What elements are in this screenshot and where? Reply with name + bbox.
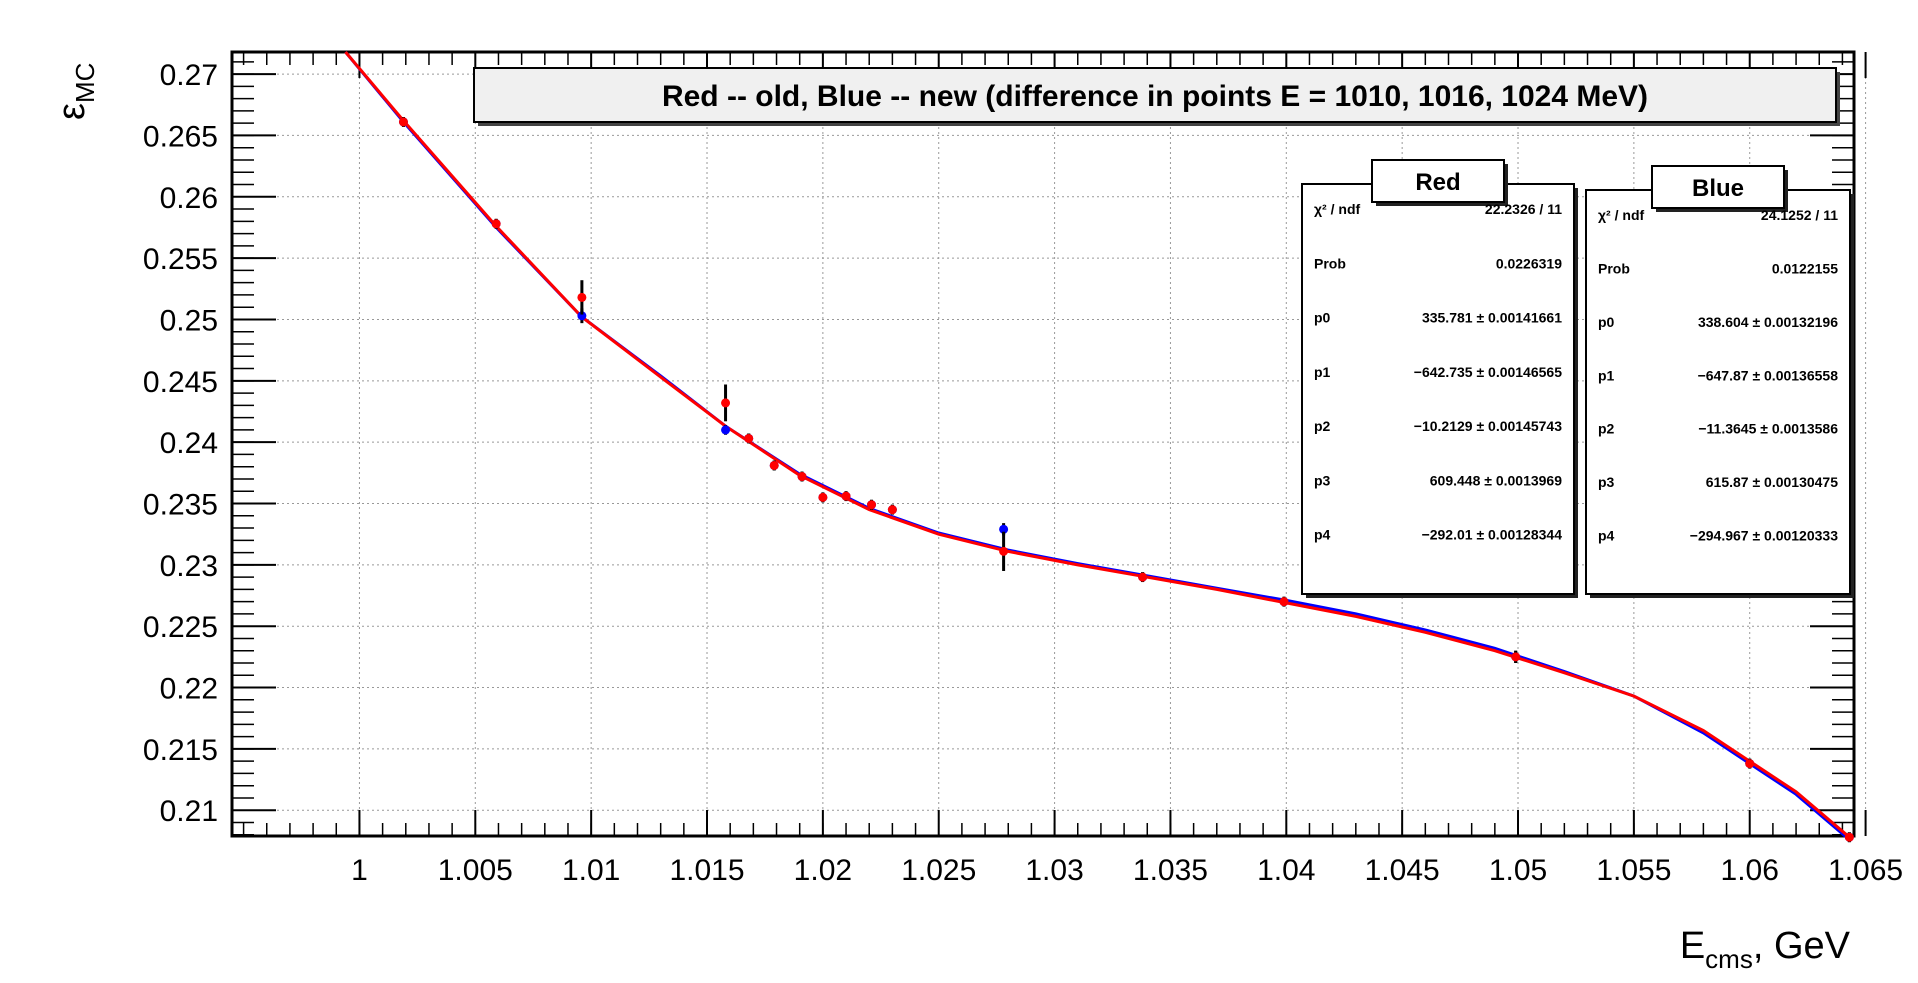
stat-row-value: 335.781 ± 0.00141661 — [1422, 310, 1562, 326]
stat-row-name: Prob — [1598, 260, 1630, 276]
y-tick-label: 0.21 — [160, 795, 218, 828]
fit-curves — [344, 51, 1851, 841]
data-point-red — [577, 292, 587, 302]
data-point-red — [1138, 572, 1148, 582]
stat-row-name: p1 — [1598, 367, 1615, 383]
x-tick-label: 1.02 — [794, 854, 852, 887]
data-point-red — [744, 433, 754, 443]
data-point-red — [491, 219, 501, 229]
stat-row-value: −292.01 ± 0.00128344 — [1422, 527, 1563, 543]
stat-row-value: 615.87 ± 0.00130475 — [1706, 474, 1838, 490]
y-tick-label: 0.26 — [160, 182, 218, 215]
x-tick-label: 1 — [351, 854, 368, 887]
title-box: Red -- old, Blue -- new (difference in p… — [473, 67, 1840, 126]
stat-row-value: −11.3645 ± 0.0013586 — [1698, 421, 1838, 437]
stat-row-value: −10.2129 ± 0.00145743 — [1414, 418, 1562, 434]
x-tick-label: 1.005 — [438, 854, 513, 887]
data-point-red — [867, 500, 877, 510]
data-point-red — [841, 491, 851, 501]
data-point-red — [887, 505, 897, 515]
stat-box-blue: Blue χ² / ndf 24.1252 / 11 Prob 0.0122155 p0 3… — [1585, 165, 1854, 598]
stat-row-value: 338.604 ± 0.00132196 — [1698, 314, 1838, 330]
stat-box-frame — [1301, 183, 1575, 595]
data-point-blue — [999, 524, 1009, 534]
x-tick-label: 1.025 — [901, 854, 976, 887]
axis-ticks — [232, 52, 1867, 836]
stat-row-name: p2 — [1314, 418, 1331, 434]
x-tick-label: 1.065 — [1828, 854, 1903, 887]
stat-row-value: 609.448 ± 0.0013969 — [1430, 472, 1562, 488]
stat-row-name: p1 — [1314, 364, 1331, 380]
data-point-red — [769, 460, 779, 470]
stat-row-name: χ² / ndf — [1314, 201, 1360, 217]
stat-box-title: Red — [1415, 169, 1460, 196]
y-tick-label: 0.235 — [143, 489, 218, 522]
stat-row-name: p4 — [1598, 528, 1615, 544]
stat-row-value: 24.1252 / 11 — [1761, 207, 1838, 223]
x-tick-label: 1.01 — [562, 854, 620, 887]
stat-row-name: p3 — [1314, 472, 1331, 488]
stat-header-frame — [1371, 159, 1505, 203]
y-tick-label: 0.22 — [160, 673, 218, 706]
y-tick-label: 0.225 — [143, 611, 218, 644]
chart-title: Red -- old, Blue -- new (difference in p… — [662, 80, 1648, 113]
data-point-red — [1844, 832, 1854, 842]
stat-header-frame — [1651, 165, 1785, 209]
data-point-red — [797, 472, 807, 482]
x-tick-label: 1.055 — [1596, 854, 1671, 887]
stat-box-red: Red χ² / ndf 22.2326 / 11 Prob 0.0226319 p0 33… — [1301, 159, 1578, 598]
data-point-red — [1745, 759, 1755, 769]
data-point-red — [999, 546, 1009, 556]
stat-row-value: −294.967 ± 0.00120333 — [1690, 528, 1838, 544]
y-axis-title: εMC — [51, 63, 100, 120]
stat-row-name: Prob — [1314, 255, 1346, 271]
x-tick-label: 1.06 — [1721, 854, 1779, 887]
y-tick-label: 0.24 — [160, 427, 218, 460]
stat-row-value: −642.735 ± 0.00146565 — [1414, 364, 1562, 380]
x-axis-title: Ecms, GeV — [1680, 925, 1851, 974]
fit-curve-red — [344, 51, 1851, 839]
x-tick-label: 1.045 — [1365, 854, 1440, 887]
x-tick-label: 1.035 — [1133, 854, 1208, 887]
data-point-blue — [577, 311, 587, 321]
stat-row-value: 0.0226319 — [1496, 255, 1562, 271]
x-tick-labels: 1 1.005 1.01 1.015 1.02 1.025 1.03 1.035 1.04 1.0… — [351, 854, 1903, 887]
stat-row-name: χ² / ndf — [1598, 207, 1644, 223]
data-point-red — [398, 117, 408, 127]
data-point-red — [1511, 652, 1521, 662]
data-point-red — [1279, 597, 1289, 607]
y-tick-label: 0.215 — [143, 734, 218, 767]
x-tick-label: 1.05 — [1489, 854, 1547, 887]
y-tick-label: 0.25 — [160, 304, 218, 337]
y-tick-label: 0.255 — [143, 243, 218, 276]
stat-row-name: p4 — [1314, 527, 1331, 543]
data-point-blue — [721, 425, 731, 435]
stat-row-value: 0.0122155 — [1772, 260, 1838, 276]
stat-box-frame — [1585, 189, 1851, 595]
x-tick-label: 1.03 — [1025, 854, 1083, 887]
data-points — [398, 117, 1854, 843]
stat-row-name: p0 — [1598, 314, 1615, 330]
y-tick-label: 0.265 — [143, 120, 218, 153]
y-tick-label: 0.27 — [160, 59, 218, 92]
stat-row-name: p2 — [1598, 421, 1615, 437]
data-point-red — [818, 492, 828, 502]
x-tick-label: 1.04 — [1257, 854, 1315, 887]
stat-row-name: p3 — [1598, 474, 1615, 490]
y-tick-labels: 0.21 0.215 0.22 0.225 0.23 0.235 0.24 0.245 0.25… — [143, 59, 218, 828]
stat-row-name: p0 — [1314, 310, 1331, 326]
stat-row-value: −647.87 ± 0.00136558 — [1698, 367, 1839, 383]
x-tick-label: 1.015 — [669, 854, 744, 887]
stat-box-title: Blue — [1692, 175, 1744, 202]
y-tick-label: 0.23 — [160, 550, 218, 583]
stat-row-value: 22.2326 / 11 — [1485, 201, 1562, 217]
data-point-red — [721, 398, 731, 408]
y-tick-label: 0.245 — [143, 366, 218, 399]
